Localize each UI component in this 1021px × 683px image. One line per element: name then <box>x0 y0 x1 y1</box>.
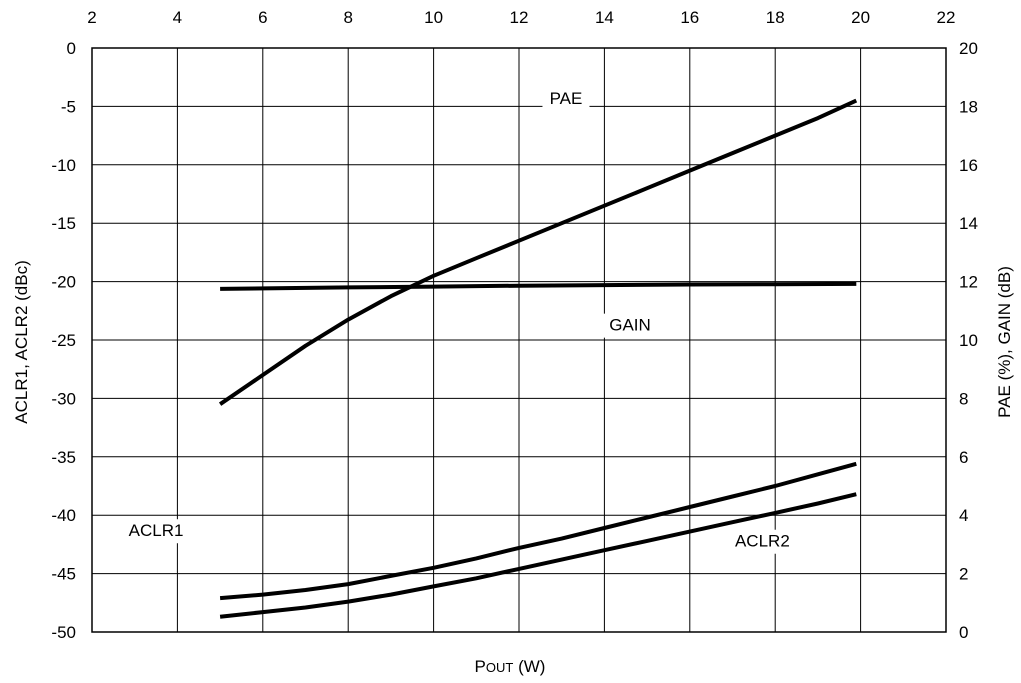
grid-lines <box>91 47 947 633</box>
y-right-tick-label: 20 <box>959 39 978 58</box>
y-left-tick-label: -35 <box>51 448 76 467</box>
y-left-tick-label: -50 <box>51 623 76 642</box>
annotation-label-aclr1: ACLR1 <box>129 521 184 540</box>
x-tick-label: 4 <box>173 8 182 27</box>
x-tick-label: 18 <box>766 8 785 27</box>
x-tick-label: 6 <box>258 8 267 27</box>
x-tick-label: 22 <box>937 8 956 27</box>
x-tick-label: 8 <box>343 8 352 27</box>
x-axis-title: POUT (W) <box>475 657 546 676</box>
annotation-label-gain: GAIN <box>609 316 651 335</box>
x-tick-label: 14 <box>595 8 614 27</box>
y-right-tick-label: 16 <box>959 156 978 175</box>
y-right-tick-label: 8 <box>959 389 968 408</box>
annotations: PAE GAIN ACLR1 ACLR2 <box>121 87 797 554</box>
y-right-axis-title: PAE (%), GAIN (dB) <box>995 266 1014 418</box>
y-right-tick-label: 4 <box>959 506 968 525</box>
series-curves <box>218 98 858 619</box>
y-left-tick-label: -30 <box>51 389 76 408</box>
series-line-pae <box>218 98 858 406</box>
y-right-tick-label: 0 <box>959 623 968 642</box>
y-right-tick-label: 2 <box>959 565 968 584</box>
series-line-aclr1 <box>219 461 857 601</box>
y-left-tick-label: -45 <box>51 565 76 584</box>
y-left-tick-label: -40 <box>51 506 76 525</box>
y-left-tick-label: -15 <box>51 214 76 233</box>
x-tick-label: 10 <box>424 8 443 27</box>
y-right-tick-label: 14 <box>959 214 978 233</box>
y-right-tick-label: 6 <box>959 448 968 467</box>
y-left-tick-label: -20 <box>51 273 76 292</box>
annotation-label-pae: PAE <box>550 89 583 108</box>
y-left-axis-title: ACLR1, ACLR2 (dBc) <box>12 260 31 423</box>
y-left-tick-label: -25 <box>51 331 76 350</box>
tick-labels: 2 4 6 8 10 12 14 16 18 20 220-5-10-15-20-25-30-35-… <box>51 8 978 642</box>
annotation-background <box>727 529 797 554</box>
series-line-gain <box>220 281 857 291</box>
annotation-background <box>601 313 660 338</box>
annotation-background <box>121 519 191 544</box>
x-axis-title-main: P <box>475 657 486 676</box>
annotation-background <box>542 87 590 112</box>
y-left-tick-label: -10 <box>51 156 76 175</box>
series-line-aclr2 <box>219 492 857 619</box>
x-tick-label: 2 <box>87 8 96 27</box>
x-tick-label: 16 <box>680 8 699 27</box>
x-tick-label: 12 <box>510 8 529 27</box>
plot-frame <box>91 47 947 633</box>
y-right-tick-label: 10 <box>959 331 978 350</box>
annotation-label-aclr2: ACLR2 <box>735 532 790 551</box>
y-left-tick-label: -5 <box>61 97 76 116</box>
y-left-tick-label: 0 <box>67 39 76 58</box>
x-axis-title-subscript: OUT <box>486 660 514 675</box>
x-axis-title-unit: (W) <box>513 657 545 676</box>
y-right-tick-label: 12 <box>959 273 978 292</box>
y-right-tick-label: 18 <box>959 97 978 116</box>
x-tick-label: 20 <box>851 8 870 27</box>
